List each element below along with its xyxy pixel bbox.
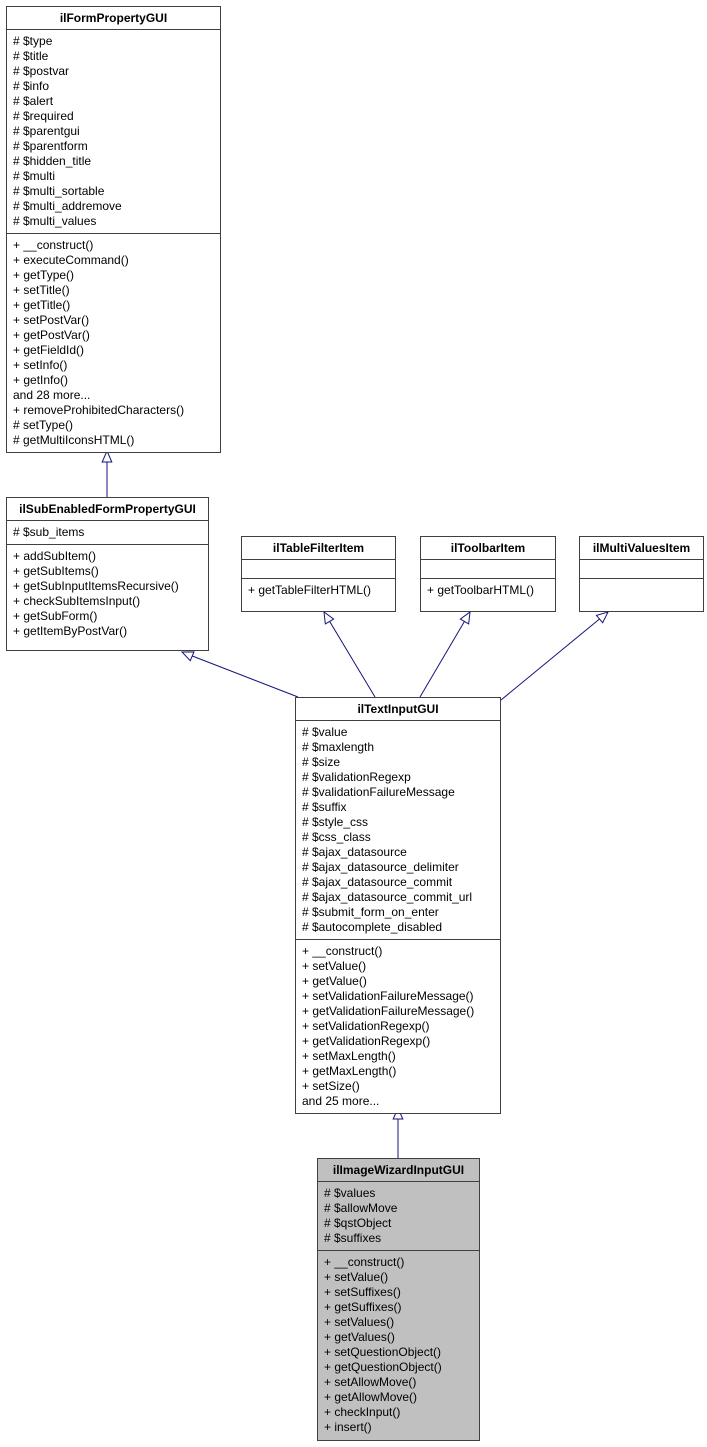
class-methods: + __construct() + setValue() + setSuffix… [318, 1251, 479, 1439]
class-ilTextInputGUI: ilTextInputGUI # $value # $maxlength # $… [295, 697, 501, 1114]
class-title: ilToolbarItem [421, 537, 555, 560]
class-attributes: # $sub_items [7, 521, 208, 545]
inheritance-edge [420, 612, 470, 697]
class-methods: + getTableFilterHTML() [242, 579, 395, 602]
class-methods: + addSubItem() + getSubItems() + getSubI… [7, 545, 208, 643]
inheritance-edge [182, 652, 298, 697]
class-ilImageWizardInputGUI: ilImageWizardInputGUI # $values # $allow… [317, 1158, 480, 1441]
class-ilTableFilterItem: ilTableFilterItem + getTableFilterHTML() [241, 536, 396, 612]
class-title: ilTableFilterItem [242, 537, 395, 560]
class-attributes: # $value # $maxlength # $size # $validat… [296, 721, 500, 940]
class-attributes: # $values # $allowMove # $qstObject # $s… [318, 1182, 479, 1251]
class-ilToolbarItem: ilToolbarItem + getToolbarHTML() [420, 536, 556, 612]
uml-diagram-canvas: ilFormPropertyGUI # $type # $title # $po… [0, 0, 707, 1447]
inheritance-edge [324, 612, 375, 697]
class-title: ilMultiValuesItem [580, 537, 703, 560]
class-attributes: # $type # $title # $postvar # $info # $a… [7, 30, 220, 234]
class-ilSubEnabledFormPropertyGUI: ilSubEnabledFormPropertyGUI # $sub_items… [6, 497, 209, 651]
inheritance-edge [501, 612, 608, 700]
class-methods: + __construct() + executeCommand() + get… [7, 234, 220, 452]
class-attributes [242, 560, 395, 579]
class-attributes [421, 560, 555, 579]
class-title: ilSubEnabledFormPropertyGUI [7, 498, 208, 521]
class-title: ilTextInputGUI [296, 698, 500, 721]
class-attributes [580, 560, 703, 579]
class-ilMultiValuesItem: ilMultiValuesItem [579, 536, 704, 612]
class-methods: + getToolbarHTML() [421, 579, 555, 602]
class-title: ilImageWizardInputGUI [318, 1159, 479, 1182]
class-ilFormPropertyGUI: ilFormPropertyGUI # $type # $title # $po… [6, 6, 221, 453]
class-methods: + __construct() + setValue() + getValue(… [296, 940, 500, 1113]
class-title: ilFormPropertyGUI [7, 7, 220, 30]
class-methods [580, 579, 703, 597]
